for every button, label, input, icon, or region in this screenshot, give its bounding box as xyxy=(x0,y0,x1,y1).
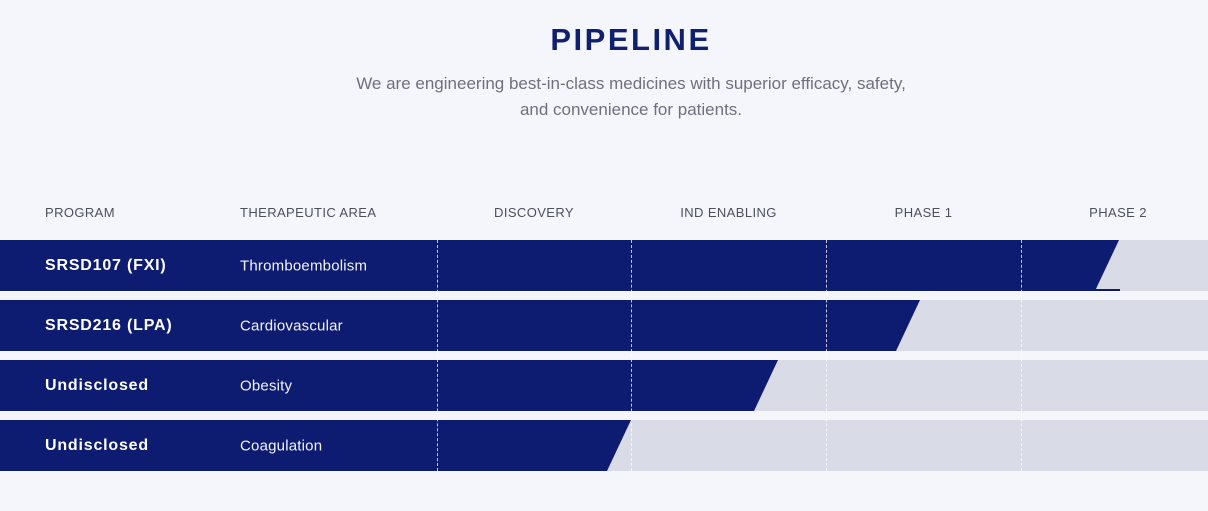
therapeutic-area: Thromboembolism xyxy=(240,257,368,274)
page-subtitle: We are engineering best-in-class medicin… xyxy=(54,71,1208,123)
program-name: Undisclosed xyxy=(45,436,149,454)
program-name: SRSD216 (LPA) xyxy=(45,316,173,334)
bar-end-underline xyxy=(1094,289,1120,291)
pipeline-row: Undisclosed Coagulation xyxy=(0,420,1208,471)
pipeline-header: PIPELINE We are engineering best-in-clas… xyxy=(54,0,1208,123)
stage-separator-discovery-line xyxy=(437,240,438,471)
progress-bar: Undisclosed Obesity xyxy=(0,360,778,411)
program-name: Undisclosed xyxy=(45,376,149,394)
pipeline-row: Undisclosed Obesity xyxy=(0,360,1208,411)
page-subtitle-line-2: and convenience for patients. xyxy=(519,100,743,119)
therapeutic-area: Cardiovascular xyxy=(240,317,343,334)
pipeline-row: SRSD216 (LPA) Cardiovascular xyxy=(0,300,1208,351)
column-header-row: PROGRAM THERAPEUTIC AREA DISCOVERY IND E… xyxy=(0,205,1208,221)
stage-separator-phase-2-line xyxy=(1021,240,1022,471)
progress-bar: SRSD216 (LPA) Cardiovascular xyxy=(0,300,920,351)
column-header-phase-2: PHASE 2 xyxy=(1089,205,1147,220)
stage-separator-ind-enabling-line xyxy=(631,240,632,471)
column-header-therapeutic-area: THERAPEUTIC AREA xyxy=(240,205,377,220)
stage-separator-phase-1-line xyxy=(826,240,827,471)
pipeline-chart: SRSD107 (FXI) Thromboembolism SRSD216 (L… xyxy=(0,240,1208,471)
therapeutic-area: Obesity xyxy=(240,377,293,394)
column-header-phase-1: PHASE 1 xyxy=(894,205,953,220)
program-name: SRSD107 (FXI) xyxy=(45,256,167,274)
pipeline-row: SRSD107 (FXI) Thromboembolism xyxy=(0,240,1208,291)
therapeutic-area: Coagulation xyxy=(240,437,323,454)
column-header-discovery: DISCOVERY xyxy=(494,205,574,220)
page-title: PIPELINE xyxy=(550,22,712,57)
progress-bar: Undisclosed Coagulation xyxy=(0,420,631,471)
page-subtitle-line-1: We are engineering best-in-class medicin… xyxy=(356,74,906,93)
column-header-program: PROGRAM xyxy=(45,205,115,220)
progress-bar: SRSD107 (FXI) Thromboembolism xyxy=(0,240,1119,291)
column-header-ind-enabling: IND ENABLING xyxy=(680,205,777,220)
